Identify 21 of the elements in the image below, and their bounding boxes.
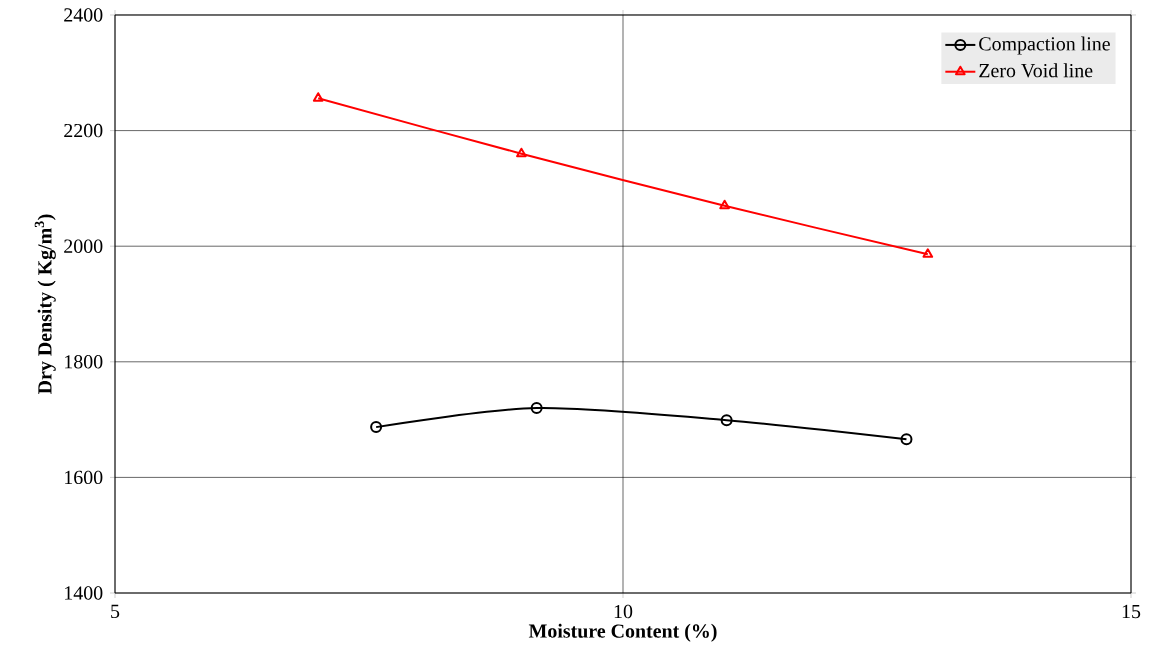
y-tick-label: 2200	[64, 123, 103, 138]
point	[900, 433, 913, 446]
x-tick-label: 15	[1122, 604, 1141, 619]
x-tick-label: 5	[111, 604, 120, 619]
point	[516, 147, 527, 158]
y-tick-label: 1800	[65, 355, 103, 369]
point	[530, 402, 543, 415]
x-axis-title: Moisture Content (%)	[528, 623, 717, 642]
point	[719, 199, 730, 210]
point	[312, 92, 324, 102]
x-tick-label: 10	[614, 604, 633, 619]
legend-label: Zero Void line	[979, 63, 1093, 78]
point	[720, 414, 733, 427]
y-axis-title: Dry Density ( Kg/m$^{3}$)	[34, 214, 56, 394]
legend-label: Compaction line	[979, 36, 1110, 55]
y-tick-label: 1600	[65, 470, 103, 485]
point	[922, 248, 934, 258]
y-tick-label: 2400	[64, 8, 103, 22]
point	[370, 421, 383, 434]
y-tick-label: 2000	[64, 239, 103, 253]
y-tick-label: 1400	[65, 586, 103, 600]
